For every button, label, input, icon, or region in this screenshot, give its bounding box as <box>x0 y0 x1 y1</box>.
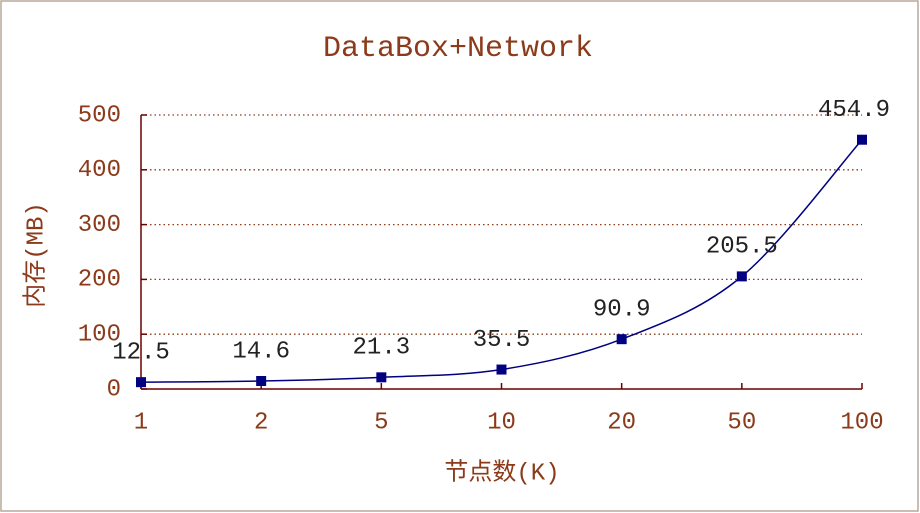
x-tick-label: 5 <box>374 409 388 436</box>
y-tick-label: 0 <box>107 376 121 403</box>
data-label: 12.5 <box>112 339 170 366</box>
x-tick-label: 100 <box>840 409 883 436</box>
y-tick-label: 100 <box>78 322 121 349</box>
point-marker <box>136 377 146 388</box>
y-tick-label: 500 <box>78 102 121 129</box>
point-marker <box>616 334 627 345</box>
data-label: 454.9 <box>818 97 890 124</box>
x-tick-label: 20 <box>607 409 636 436</box>
x-tick-label: 1 <box>134 409 148 436</box>
x-tick-label: 10 <box>487 409 516 436</box>
point-marker <box>376 372 387 383</box>
point-marker <box>736 271 747 282</box>
data-label: 205.5 <box>706 234 778 261</box>
x-axis-label: 节点数(K) <box>444 458 559 487</box>
x-tick-label: 2 <box>254 409 268 436</box>
point-marker <box>857 134 867 145</box>
point-marker <box>496 364 507 375</box>
y-tick-label: 300 <box>78 212 121 239</box>
data-label: 35.5 <box>473 327 531 354</box>
y-tick-label: 400 <box>78 157 121 184</box>
x-tick-label: 50 <box>727 409 756 436</box>
chart-title: DataBox+Network <box>323 32 593 66</box>
point-marker <box>256 375 267 386</box>
data-label: 14.6 <box>232 338 290 365</box>
y-tick-label: 200 <box>78 267 121 294</box>
y-axis-label: 内存(MB) <box>21 202 50 308</box>
data-label: 90.9 <box>593 297 651 324</box>
data-label: 21.3 <box>353 335 411 362</box>
